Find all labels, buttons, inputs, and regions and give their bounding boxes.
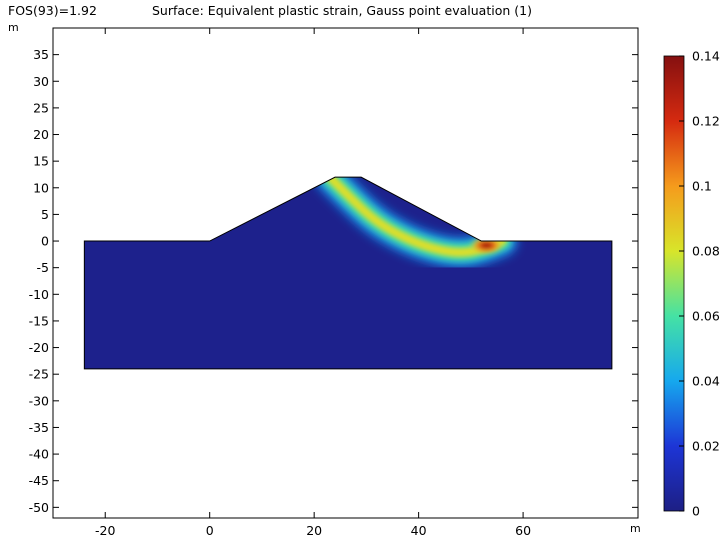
colorbar-tick-label: 0.08 [692,244,720,259]
y-tick-label: -45 [29,473,49,488]
colorbar-tick-label: 0 [692,504,700,519]
y-axis-unit: m [8,21,19,34]
strain-band [314,177,518,268]
x-axis-unit: m [630,522,641,535]
colorbar [663,55,685,512]
x-tick-label: -20 [95,523,115,538]
colorbar-tick-label: 0.12 [692,114,720,129]
colorbar-tick-label: 0.14 [692,49,720,64]
y-tick-label: -35 [29,420,49,435]
y-tick-label: 30 [33,74,49,89]
y-tick-label: 20 [33,127,49,142]
domain-surface [83,176,613,370]
x-tick-label: 0 [206,523,214,538]
y-tick-label: 5 [41,207,49,222]
y-tick-label: 25 [33,100,49,115]
domain-fill [84,177,612,369]
x-tick-label: 40 [411,523,427,538]
y-tick-label: -25 [29,367,49,382]
y-tick-label: -15 [29,313,49,328]
x-tick-label: 60 [515,523,531,538]
y-ticks: 35 30 25 20 15 10 5 0 -5 -10 -15 -20 -25 -30 -35 -40 -45… [29,47,638,515]
chart-title: Surface: Equivalent plastic strain, Gaus… [152,3,532,18]
colorbar-tick-label: 0.06 [692,309,720,324]
y-tick-label: -20 [29,340,49,355]
y-tick-label: 35 [33,47,49,62]
y-tick-label: -50 [29,500,49,515]
y-tick-label: -5 [37,260,49,275]
y-tick-label: -40 [29,447,49,462]
y-tick-label: -10 [29,287,49,302]
y-tick-label: 0 [41,234,49,249]
x-tick-label: 20 [306,523,322,538]
domain-outline [83,176,613,370]
colorbar-ticks: 0.14 0.12 0.1 0.08 0.06 0.04 0.02 0 [679,49,720,519]
y-tick-label: 15 [33,154,49,169]
y-tick-label: 10 [33,180,49,195]
colorbar-tick-label: 0.1 [692,179,712,194]
colorbar-tick-label: 0.04 [692,374,720,389]
x-ticks: -20 0 20 40 60 [95,28,531,538]
y-tick-label: -30 [29,393,49,408]
title-left: FOS(93)=1.92 [8,3,97,18]
colorbar-tick-label: 0.02 [692,439,720,454]
